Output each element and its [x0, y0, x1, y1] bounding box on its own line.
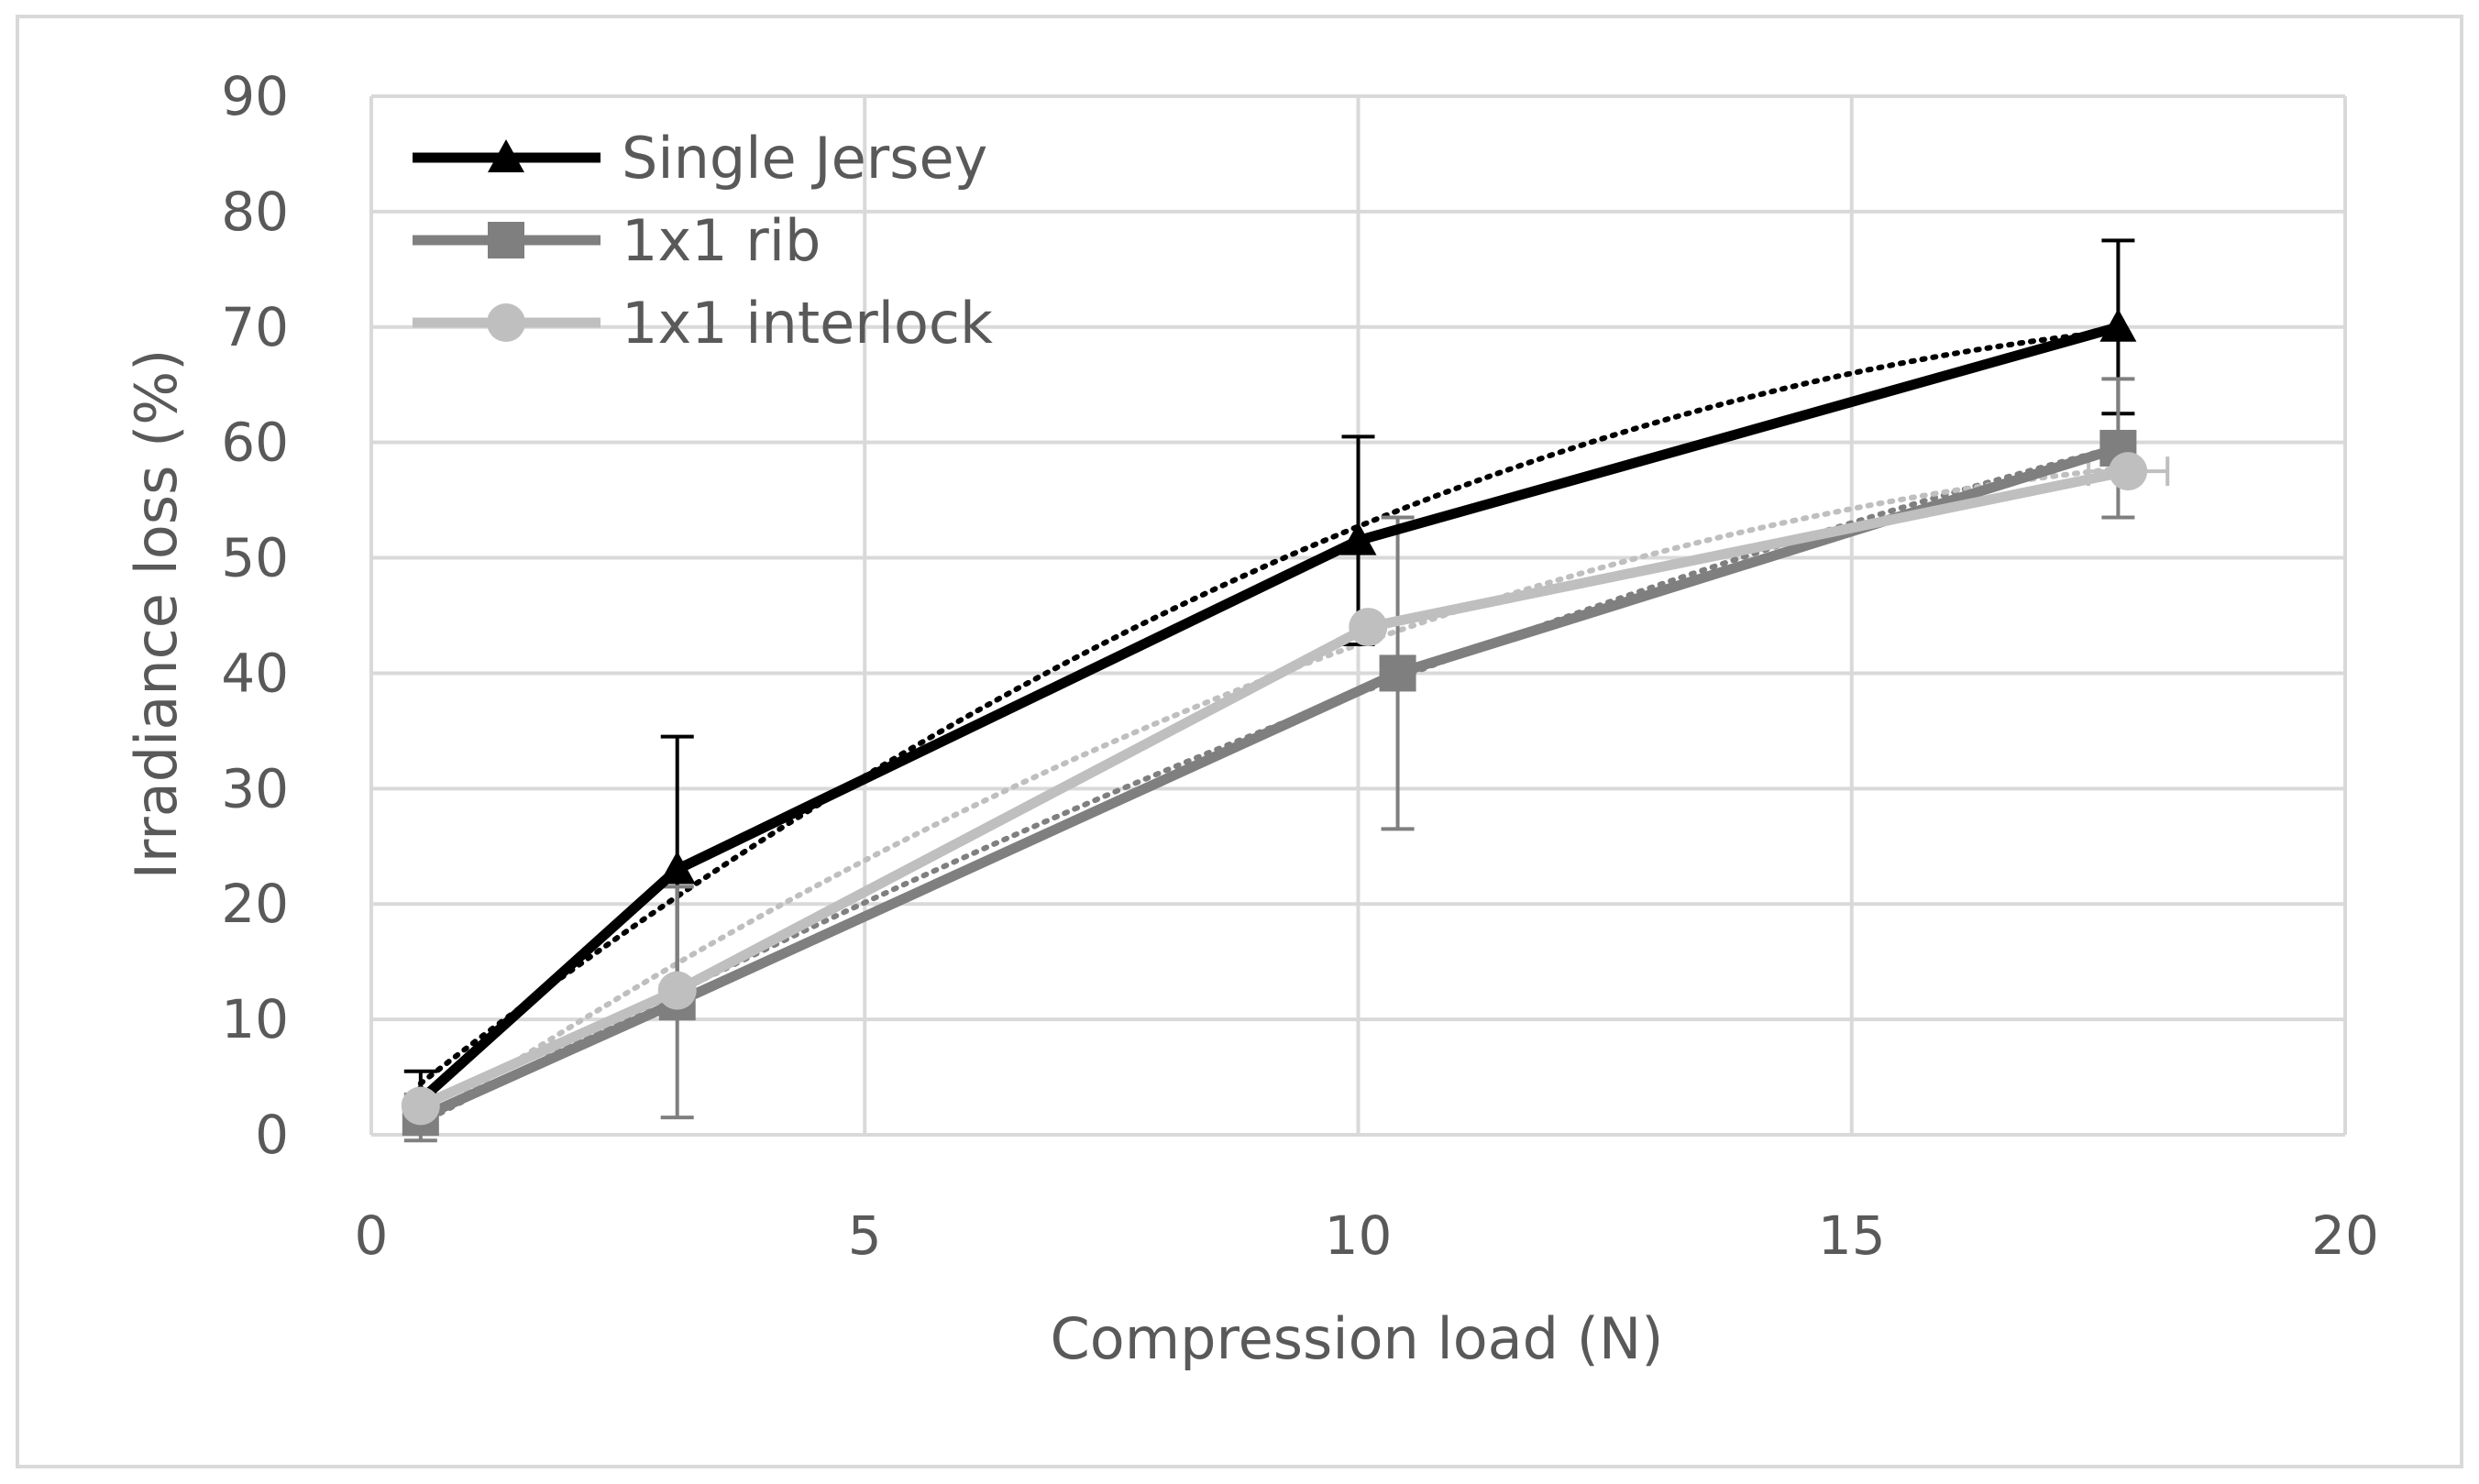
data-point	[1349, 608, 1388, 647]
x-tick-label: 0	[355, 1204, 389, 1267]
y-tick-label: 0	[255, 1104, 289, 1166]
data-point	[2099, 308, 2137, 342]
legend-label: Single Jersey	[622, 125, 987, 192]
x-tick-label: 20	[2311, 1204, 2379, 1267]
legend-marker	[487, 303, 525, 342]
y-tick-label: 20	[221, 873, 289, 935]
series-line	[417, 322, 2120, 1105]
gridlines	[369, 94, 2347, 1137]
data-point	[2109, 452, 2148, 491]
data-point	[401, 1086, 440, 1126]
y-tick-label: 30	[221, 757, 289, 819]
x-tick-label: 5	[848, 1204, 882, 1267]
data-point	[658, 851, 696, 885]
y-tick-label: 70	[221, 296, 289, 358]
legend: Single Jersey 1x1 rib 1x1 interlock	[413, 125, 993, 357]
data-point	[1339, 522, 1377, 555]
data-point	[657, 971, 697, 1010]
legend-label: 1x1 rib	[622, 207, 821, 274]
series-line	[418, 466, 2130, 1111]
data-point	[1379, 654, 1416, 692]
y-tick-label: 50	[221, 527, 289, 589]
series-line	[418, 443, 2121, 1123]
x-tick-label: 15	[1818, 1204, 1886, 1267]
legend-marker	[488, 139, 524, 172]
legend-marker	[488, 222, 524, 258]
y-tick-label: 80	[221, 181, 289, 243]
x-tick-label: 10	[1325, 1204, 1393, 1267]
y-tick-label: 90	[221, 65, 289, 127]
x-axis-title: Compression load (N)	[1051, 1305, 1664, 1372]
legend-label: 1x1 interlock	[622, 290, 993, 357]
trendline	[417, 327, 2121, 1086]
y-axis-title: Irradiance loss (%)	[123, 349, 190, 880]
data-series	[401, 308, 2148, 1137]
y-tick-label: 40	[221, 642, 289, 704]
y-tick-label: 10	[221, 988, 289, 1050]
tick-labels: 0 10 20 30 40 50 60 70 80 90 0 5 10 15 20	[221, 65, 2379, 1267]
y-tick-label: 60	[221, 412, 289, 474]
